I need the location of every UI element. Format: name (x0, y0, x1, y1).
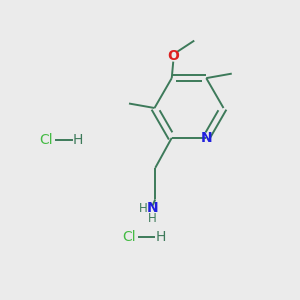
Text: H: H (139, 202, 148, 215)
Text: N: N (200, 131, 212, 145)
Text: Cl: Cl (40, 133, 53, 146)
Text: H: H (148, 212, 157, 225)
Text: Cl: Cl (122, 230, 136, 244)
Text: O: O (167, 49, 179, 63)
Text: H: H (155, 230, 166, 244)
Text: N: N (146, 201, 158, 215)
Text: H: H (73, 133, 83, 146)
